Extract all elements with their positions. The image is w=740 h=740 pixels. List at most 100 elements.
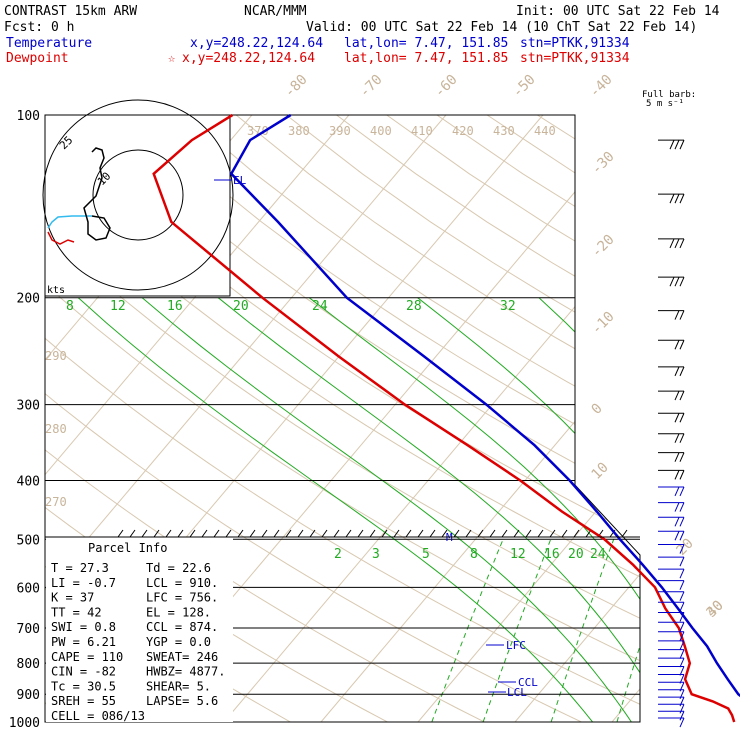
wind-barb-flag bbox=[679, 310, 685, 320]
parcel-info-left-value: T = 27.3 bbox=[51, 561, 109, 575]
wind-barb-flag bbox=[674, 276, 680, 287]
wind-barb-flag bbox=[679, 556, 685, 567]
dry-adiabat-line bbox=[45, 115, 640, 722]
hatch-tick bbox=[189, 529, 196, 538]
dewpoint-profile-line bbox=[152, 113, 736, 723]
dry-adiabat-line bbox=[537, 115, 640, 722]
wind-barb-flag bbox=[679, 657, 685, 668]
theta-label: 380 bbox=[288, 124, 310, 138]
isotherm-label: -10 bbox=[589, 309, 618, 338]
pressure-tick-label: 200 bbox=[17, 292, 40, 307]
wind-barb-flag bbox=[674, 390, 680, 401]
pressure-tick-label: 400 bbox=[17, 474, 40, 489]
parcel-info-right-value: YGP = 0.0 bbox=[146, 635, 211, 649]
hatch-tick bbox=[345, 529, 352, 538]
dry-adiabat-line bbox=[45, 115, 640, 722]
parcel-info-right-value: LCL = 910. bbox=[146, 576, 218, 590]
hatch-tick bbox=[141, 529, 148, 538]
hatch-tick bbox=[321, 529, 328, 538]
moist-adiabat-label: 20 bbox=[233, 299, 249, 314]
hatch-tick bbox=[381, 529, 388, 538]
hatch-tick bbox=[177, 529, 184, 538]
pressure-tick-label: 100 bbox=[17, 109, 40, 124]
isotherm-label: 40 bbox=[704, 598, 727, 621]
wind-barb-flag bbox=[679, 568, 685, 579]
dry-adiabat-line bbox=[235, 115, 640, 722]
hatch-tick bbox=[441, 529, 448, 538]
temperature-legend-xy: x,y=248.22,124.64 bbox=[190, 36, 323, 51]
parcel-info-right-value: LAPSE= 5.6 bbox=[146, 694, 218, 708]
mixing-ratio-label: 2 bbox=[334, 547, 342, 562]
isotherm-label: -80 bbox=[282, 72, 311, 101]
hatch-tick bbox=[513, 529, 520, 538]
hatch-tick bbox=[117, 529, 124, 538]
isotherm-line bbox=[45, 115, 447, 722]
theta-label: 390 bbox=[329, 124, 351, 138]
valid-time: Valid: 00 UTC Sat 22 Feb 14 (10 ChT Sat … bbox=[306, 20, 697, 35]
wind-legend-line2: 5 m s⁻¹ bbox=[646, 99, 684, 109]
parcel-info-right-value: EL = 128. bbox=[146, 605, 211, 619]
wind-barb-flag bbox=[679, 433, 685, 443]
parcel-info-background bbox=[46, 537, 233, 722]
dewpoint-legend-label: Dewpoint bbox=[6, 51, 69, 66]
parcel-info-right-value: LFC = 756. bbox=[146, 591, 218, 605]
theta-label: 430 bbox=[493, 124, 515, 138]
pressure-tick-label: 900 bbox=[17, 688, 40, 703]
parcel-info-left-value: SWI = 0.8 bbox=[51, 620, 116, 634]
wind-barb-flag bbox=[679, 704, 685, 714]
isotherm-label: -50 bbox=[510, 72, 539, 101]
pressure-tick-label: 700 bbox=[17, 622, 40, 637]
isotherm-line bbox=[417, 115, 640, 722]
mixing-ratio-line bbox=[676, 539, 729, 722]
hatch-tick bbox=[213, 529, 220, 538]
ccl-label: CCL bbox=[518, 676, 538, 689]
isotherm-label: -30 bbox=[589, 149, 618, 178]
hatch-tick bbox=[549, 529, 556, 538]
mixing-ratio-label: 24 bbox=[590, 547, 606, 562]
dry-adiabat-line bbox=[486, 115, 640, 722]
hatch-tick bbox=[357, 529, 364, 538]
dry-adiabat-line bbox=[45, 115, 640, 722]
isotherm-line bbox=[611, 115, 640, 722]
wind-barb-flag bbox=[674, 238, 680, 249]
parcel-info-left-value: CELL = 086/13 bbox=[51, 709, 145, 723]
wind-barb-flag bbox=[679, 276, 685, 287]
wind-barb-flag bbox=[679, 640, 685, 651]
hodograph-trace-lower bbox=[47, 231, 75, 245]
hatch-tick bbox=[537, 529, 544, 538]
isotherm-label: 10 bbox=[589, 460, 612, 483]
wind-barb-flag bbox=[674, 413, 680, 423]
parcel-info-rows: T = 27.3 Td = 22.6 LI = -0.7 LCL = 910. K = … bbox=[51, 561, 225, 723]
mixing-ratio-label: 12 bbox=[510, 547, 526, 562]
parcel-info-left-value: TT = 42 bbox=[51, 605, 102, 619]
parcel-info-right-value: SHEAR= 5. bbox=[146, 679, 211, 693]
theta-label: 440 bbox=[534, 124, 556, 138]
theta-label: 410 bbox=[411, 124, 433, 138]
parcel-info-right-value: SWEAT= 246 bbox=[146, 650, 218, 664]
pressure-tick-label: 1000 bbox=[9, 716, 40, 731]
mixing-ratio-label: 8 bbox=[470, 547, 478, 562]
parcel-info-left-value: LI = -0.7 bbox=[51, 576, 116, 590]
wind-barb-flag bbox=[674, 531, 680, 541]
parcel-info-panel: Parcel Info T = 27.3 Td = 22.6 LI = -0.7 LC… bbox=[45, 536, 640, 723]
moist-adiabat-label: 28 bbox=[406, 299, 422, 314]
isotherm-label: -60 bbox=[432, 72, 461, 101]
mixing-ratio-line bbox=[720, 539, 740, 722]
wind-barb-flag bbox=[669, 139, 675, 150]
wind-barb-flag bbox=[679, 470, 685, 480]
hatch-tick bbox=[369, 529, 376, 538]
theta-label: 420 bbox=[452, 124, 474, 138]
hatch-tick bbox=[129, 529, 136, 538]
pressure-tick-label: 300 bbox=[17, 399, 40, 414]
dry-adiabat-line bbox=[185, 115, 640, 722]
wind-barb-flag bbox=[679, 631, 685, 641]
pressure-tick-label: 800 bbox=[17, 657, 40, 672]
wind-barb-flag bbox=[679, 591, 685, 601]
wind-barbs-column bbox=[658, 139, 685, 728]
wind-barb-flag bbox=[679, 544, 685, 554]
theta-label: 270 bbox=[45, 495, 67, 509]
lcl-label: LCL bbox=[507, 686, 527, 699]
mixing-ratio-line bbox=[431, 539, 504, 722]
dry-adiabat-line bbox=[135, 115, 640, 722]
